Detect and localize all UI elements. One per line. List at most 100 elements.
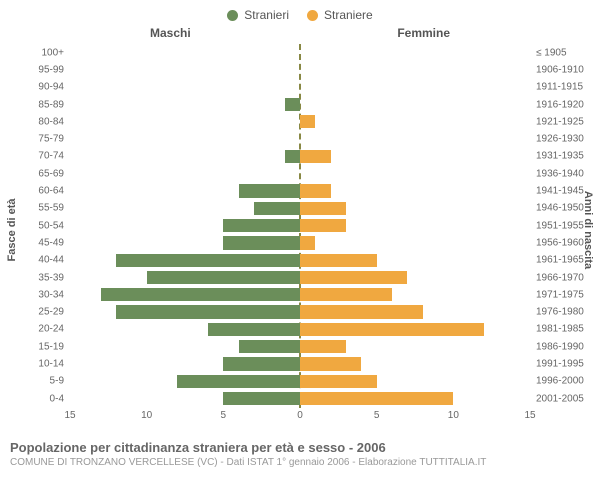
bar-male	[223, 219, 300, 232]
pyramid-row: 15-191986-1990	[70, 338, 530, 355]
birth-year-label: 1946-1950	[530, 203, 584, 214]
birth-year-label: 1931-1935	[530, 151, 584, 162]
birth-year-label: 1956-1960	[530, 237, 584, 248]
pyramid-row: 50-541951-1955	[70, 217, 530, 234]
birth-year-label: 1911-1915	[530, 82, 583, 93]
pyramid-row: 30-341971-1975	[70, 286, 530, 303]
legend-label-male: Stranieri	[244, 8, 289, 22]
bar-female	[300, 288, 392, 301]
legend: Stranieri Straniere	[0, 0, 600, 26]
age-label: 15-19	[38, 341, 70, 352]
birth-year-label: 1996-2000	[530, 376, 584, 387]
age-label: 95-99	[38, 64, 70, 75]
age-label: 60-64	[38, 186, 70, 197]
bar-male	[239, 340, 300, 353]
bar-female	[300, 323, 484, 336]
age-label: 20-24	[38, 324, 70, 335]
pyramid-chart: Maschi Femmine Fasce di età Anni di nasc…	[0, 26, 600, 434]
pyramid-row: 25-291976-1980	[70, 303, 530, 320]
age-label: 90-94	[38, 82, 70, 93]
pyramid-row: 85-891916-1920	[70, 96, 530, 113]
column-header-male: Maschi	[150, 26, 191, 40]
pyramid-row: 40-441961-1965	[70, 252, 530, 269]
pyramid-row: 55-591946-1950	[70, 200, 530, 217]
bar-male	[223, 357, 300, 370]
age-label: 100+	[41, 47, 70, 58]
x-tick: 5	[374, 410, 380, 421]
bar-male	[254, 202, 300, 215]
pyramid-row: 100+≤ 1905	[70, 44, 530, 61]
birth-year-label: 1991-1995	[530, 358, 584, 369]
chart-subtitle: COMUNE DI TRONZANO VERCELLESE (VC) - Dat…	[10, 457, 590, 468]
birth-year-label: 1981-1985	[530, 324, 584, 335]
bar-female	[300, 115, 315, 128]
bar-male	[285, 98, 300, 111]
bar-female	[300, 375, 377, 388]
column-header-female: Femmine	[397, 26, 450, 40]
age-label: 65-69	[38, 168, 70, 179]
age-label: 10-14	[38, 358, 70, 369]
bar-female	[300, 357, 361, 370]
birth-year-label: 2001-2005	[530, 393, 584, 404]
bar-male	[285, 150, 300, 163]
x-tick: 10	[448, 410, 459, 421]
bar-female	[300, 305, 423, 318]
bar-female	[300, 392, 453, 405]
birth-year-label: 1936-1940	[530, 168, 584, 179]
legend-item-female: Straniere	[307, 8, 373, 22]
bar-female	[300, 340, 346, 353]
plot-area: 100+≤ 190595-991906-191090-941911-191585…	[70, 44, 530, 408]
age-label: 50-54	[38, 220, 70, 231]
pyramid-row: 35-391966-1970	[70, 269, 530, 286]
bar-female	[300, 202, 346, 215]
age-label: 30-34	[38, 289, 70, 300]
age-label: 40-44	[38, 255, 70, 266]
birth-year-label: 1951-1955	[530, 220, 584, 231]
pyramid-row: 95-991906-1910	[70, 61, 530, 78]
bar-male	[239, 184, 300, 197]
x-tick: 15	[64, 410, 75, 421]
bar-female	[300, 236, 315, 249]
age-label: 25-29	[38, 307, 70, 318]
bar-female	[300, 254, 377, 267]
age-label: 55-59	[38, 203, 70, 214]
birth-year-label: 1941-1945	[530, 186, 584, 197]
birth-year-label: 1926-1930	[530, 134, 584, 145]
birth-year-label: 1971-1975	[530, 289, 584, 300]
bar-male	[177, 375, 300, 388]
age-label: 5-9	[50, 376, 70, 387]
bar-female	[300, 184, 331, 197]
pyramid-row: 20-241981-1985	[70, 321, 530, 338]
legend-swatch-female	[307, 10, 318, 21]
x-tick: 5	[221, 410, 227, 421]
pyramid-row: 90-941911-1915	[70, 79, 530, 96]
bar-male	[116, 305, 300, 318]
x-axis: 15105051015	[70, 410, 530, 424]
yaxis-left-title: Fasce di età	[6, 199, 18, 262]
pyramid-row: 45-491956-1960	[70, 234, 530, 251]
pyramid-row: 65-691936-1940	[70, 165, 530, 182]
chart-title: Popolazione per cittadinanza straniera p…	[10, 440, 590, 455]
age-label: 0-4	[50, 393, 70, 404]
legend-swatch-male	[227, 10, 238, 21]
bar-male	[208, 323, 300, 336]
bar-male	[223, 236, 300, 249]
x-tick: 15	[524, 410, 535, 421]
age-label: 35-39	[38, 272, 70, 283]
pyramid-row: 60-641941-1945	[70, 182, 530, 199]
bar-male	[147, 271, 300, 284]
birth-year-label: 1961-1965	[530, 255, 584, 266]
pyramid-row: 5-91996-2000	[70, 373, 530, 390]
bar-male	[223, 392, 300, 405]
pyramid-row: 70-741931-1935	[70, 148, 530, 165]
bar-female	[300, 219, 346, 232]
legend-label-female: Straniere	[324, 8, 373, 22]
pyramid-row: 75-791926-1930	[70, 130, 530, 147]
pyramid-row: 10-141991-1995	[70, 355, 530, 372]
legend-item-male: Stranieri	[227, 8, 289, 22]
x-tick: 10	[141, 410, 152, 421]
bar-male	[101, 288, 300, 301]
x-tick: 0	[297, 410, 303, 421]
birth-year-label: 1921-1925	[530, 116, 584, 127]
birth-year-label: 1986-1990	[530, 341, 584, 352]
